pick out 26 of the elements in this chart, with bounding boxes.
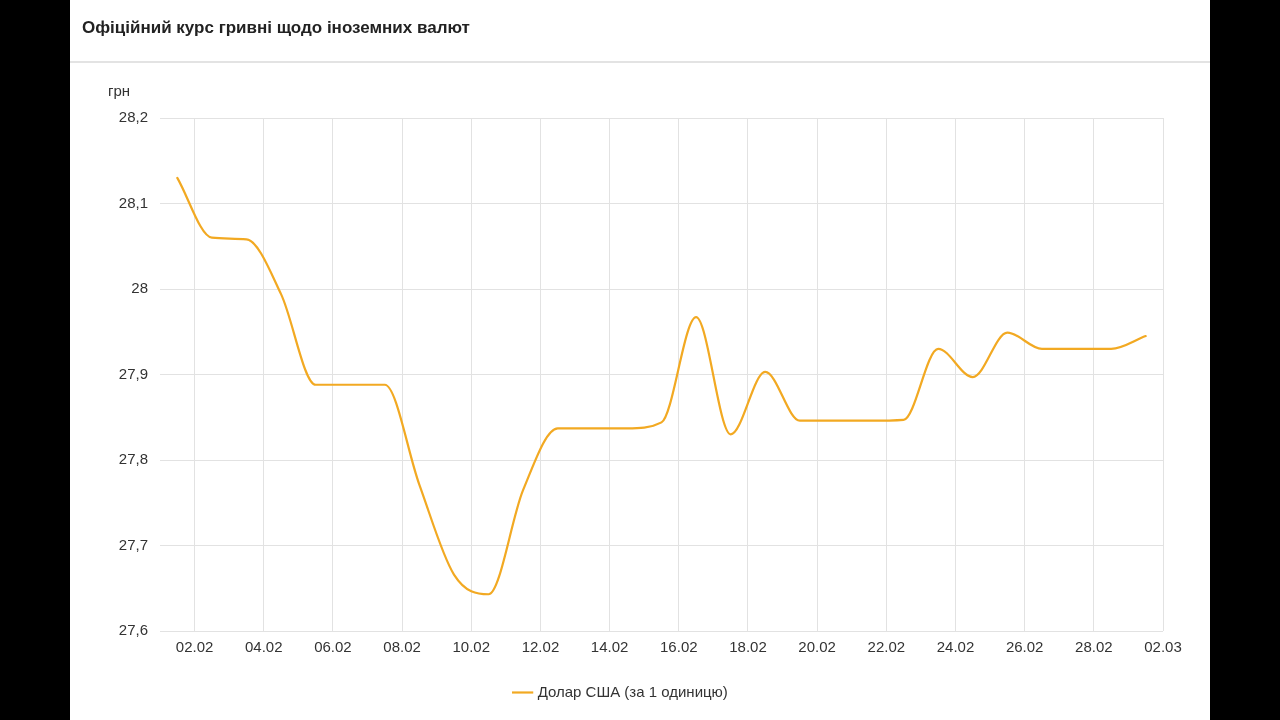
- y-tick-label: 27,8: [118, 450, 148, 468]
- x-tick-label: 24.02: [936, 638, 975, 656]
- y-tick-label: 28,1: [118, 193, 148, 211]
- y-axis-title: грн: [108, 82, 131, 100]
- legend-label: Долар США (за 1 одиницю): [537, 682, 728, 700]
- x-tick-label: 22.02: [867, 638, 906, 656]
- x-tick-label: 20.02: [798, 638, 836, 656]
- chart-title: Офіційний курс гривні щодо іноземних валют: [82, 18, 470, 38]
- x-tick-label: 12.02: [521, 638, 560, 656]
- y-tick-label: 28: [131, 279, 148, 297]
- x-tick-label: 18.02: [729, 638, 767, 656]
- y-tick-label: 27,7: [118, 535, 148, 553]
- x-tick-label: 08.02: [383, 638, 421, 656]
- y-tick-label: 28,2: [118, 108, 148, 126]
- x-tick-label: 10.02: [452, 638, 491, 656]
- x-tick-label: 02.03: [1144, 638, 1182, 656]
- x-tick-label: 04.02: [244, 638, 283, 656]
- x-tick-label: 06.02: [314, 638, 352, 656]
- x-tick-label: 14.02: [590, 638, 629, 656]
- x-tick-label: 28.02: [1075, 638, 1113, 656]
- y-tick-label: 27,9: [118, 364, 148, 382]
- x-tick-label: 16.02: [660, 638, 698, 656]
- x-tick-label: 02.02: [175, 638, 214, 656]
- y-tick-label: 27,6: [118, 621, 148, 639]
- x-tick-label: 26.02: [1005, 638, 1044, 656]
- line-series: [176, 176, 1147, 596]
